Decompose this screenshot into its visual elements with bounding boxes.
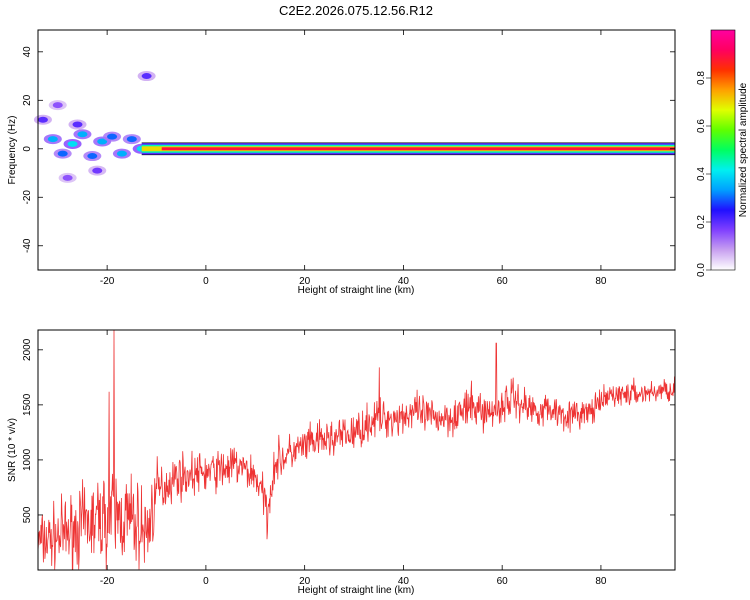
snr-frame bbox=[37, 329, 676, 571]
snr-plot-area bbox=[38, 330, 675, 570]
snr-y-tick-label: 500 bbox=[22, 506, 33, 523]
spectrogram-blob-core bbox=[77, 131, 88, 138]
colorbar-label: Normalized spectral amplitude bbox=[738, 82, 749, 217]
spectrogram-y-tick-label: -20 bbox=[22, 190, 33, 205]
spectrogram-blob-core bbox=[87, 153, 98, 160]
spectrogram-frame bbox=[37, 29, 676, 271]
spectrogram-blob-core bbox=[67, 140, 78, 147]
spectrogram-y-tick-label: -40 bbox=[22, 238, 33, 253]
spectrogram-x-tick-label: 20 bbox=[299, 276, 311, 287]
spectrogram-blob-core bbox=[141, 73, 152, 80]
spectrogram-x-tick-label: 80 bbox=[595, 276, 607, 287]
snr-y-label: SNR (10 * v/v) bbox=[7, 418, 18, 482]
spectrogram-y-label: Frequency (Hz) bbox=[7, 116, 18, 185]
snr-y-ticks: 500 1000 1500 2000 bbox=[22, 338, 675, 523]
spectrogram-blob-core bbox=[52, 102, 63, 109]
snr-x-tick-label: 20 bbox=[299, 576, 311, 587]
spectrogram-blob-core bbox=[92, 167, 103, 174]
spectrogram-x-ticks: -20 0 20 40 60 80 bbox=[100, 30, 607, 287]
snr-x-tick-label: 60 bbox=[497, 576, 509, 587]
spectrogram-blob-core bbox=[97, 138, 108, 145]
spectrogram-y-tick-label: 0 bbox=[22, 146, 33, 152]
spectrogram-x-tick-label: -20 bbox=[100, 276, 115, 287]
spectrogram-blob-core bbox=[116, 150, 127, 157]
spectrogram-blob-core bbox=[107, 133, 118, 140]
colorbar-frame bbox=[710, 29, 736, 271]
colorbar-tick-label: 0.0 bbox=[696, 263, 707, 277]
snr-y-tick-label: 2000 bbox=[22, 338, 33, 361]
snr-y-tick-label: 1000 bbox=[22, 448, 33, 471]
snr-x-ticks: -20 0 20 40 60 80 bbox=[100, 330, 607, 587]
spectrogram-panel: -20 0 20 40 60 80 -40 -20 0 20 40 Height of strai… bbox=[7, 29, 676, 296]
spectrogram-blob-core bbox=[126, 136, 137, 143]
spectrogram-y-ticks: -40 -20 0 20 40 bbox=[22, 46, 675, 253]
colorbar-tick-label: 0.8 bbox=[696, 71, 707, 85]
colorbar-gradient bbox=[711, 30, 735, 270]
spectrogram-blob-core bbox=[57, 150, 68, 157]
spectrogram-blobs bbox=[33, 71, 156, 183]
ridge-core bbox=[161, 147, 675, 151]
spectrogram-x-tick-label: 60 bbox=[497, 276, 509, 287]
spectrogram-y-tick-label: 20 bbox=[22, 94, 33, 106]
snr-series-line bbox=[38, 330, 675, 570]
spectrogram-blob-core bbox=[72, 121, 83, 128]
colorbar: 0.0 0.2 0.4 0.6 0.8 Normalized spectral ampl… bbox=[696, 29, 749, 277]
figure-title: C2E2.2026.075.12.56.R12 bbox=[279, 3, 433, 18]
spectrogram-blob-core bbox=[47, 136, 58, 143]
colorbar-tick-label: 0.4 bbox=[696, 167, 707, 181]
spectrogram-x-tick-label: 0 bbox=[203, 276, 209, 287]
snr-x-tick-label: 40 bbox=[398, 576, 410, 587]
snr-y-tick-label: 1500 bbox=[22, 393, 33, 416]
snr-x-tick-label: -20 bbox=[100, 576, 115, 587]
colorbar-tick-label: 0.6 bbox=[696, 119, 707, 133]
colorbar-tick-label: 0.2 bbox=[696, 215, 707, 229]
snr-x-label: Height of straight line (km) bbox=[298, 585, 415, 596]
spectrogram-y-tick-label: 40 bbox=[22, 46, 33, 58]
snr-x-tick-label: 80 bbox=[595, 576, 607, 587]
colorbar-ticks: 0.0 0.2 0.4 0.6 0.8 bbox=[696, 71, 711, 277]
snr-panel: -20 0 20 40 60 80 500 1000 1500 2000 Height of s… bbox=[7, 329, 676, 596]
snr-x-tick-label: 0 bbox=[203, 576, 209, 587]
spectrogram-x-tick-label: 40 bbox=[398, 276, 410, 287]
spectrogram-blob-core bbox=[37, 116, 48, 123]
spectrogram-blob-core bbox=[62, 174, 73, 181]
spectrogram-ridge bbox=[141, 142, 675, 156]
spectrogram-x-label: Height of straight line (km) bbox=[298, 285, 415, 296]
